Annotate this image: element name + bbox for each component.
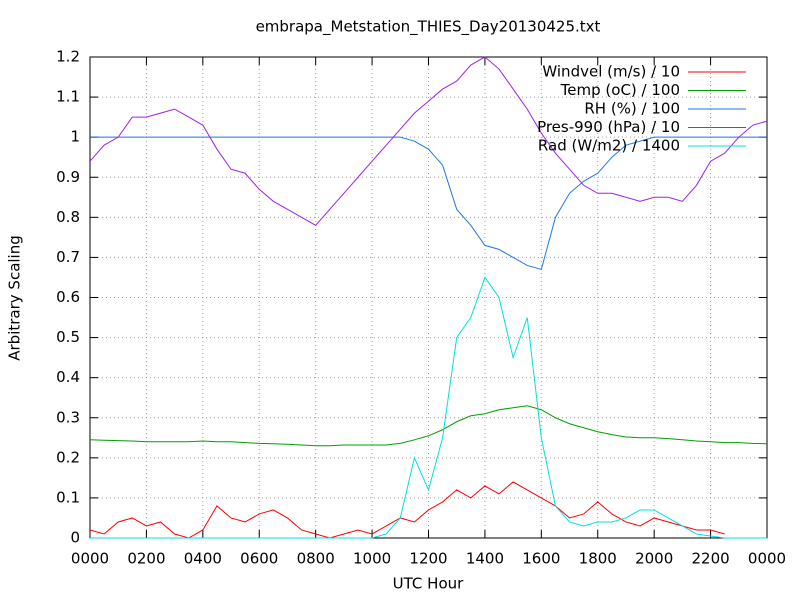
x-tick-label: 1400 (466, 550, 504, 568)
y-tick-label: 0.5 (56, 328, 80, 346)
y-tick-label: 0 (70, 529, 80, 547)
y-tick-label: 0.9 (56, 168, 80, 186)
y-tick-label: 1.1 (56, 88, 80, 106)
x-tick-label: 2000 (635, 550, 673, 568)
x-tick-label: 2200 (691, 550, 729, 568)
y-tick-label: 1 (70, 128, 80, 146)
series-line (89, 56, 768, 226)
x-tick-label: 0400 (184, 550, 222, 568)
x-tick-label: 1200 (409, 550, 447, 568)
x-tick-label: 0000 (748, 550, 786, 568)
x-tick-label: 0000 (71, 550, 109, 568)
y-tick-label: 0.2 (56, 448, 80, 466)
y-tick-label: 0.1 (56, 488, 80, 506)
legend-label: Rad (W/m2) / 1400 (538, 137, 680, 155)
series-line (90, 136, 767, 271)
y-axis-label: Arbitrary Scaling (6, 235, 24, 361)
x-tick-label: 0800 (297, 550, 335, 568)
series-line (89, 481, 725, 539)
y-tick-label: 1.2 (56, 48, 80, 66)
x-tick-label: 1600 (522, 550, 560, 568)
y-tick-label: 0.6 (56, 288, 80, 306)
plot-frame (89, 56, 768, 539)
y-tick-label: 0.3 (56, 408, 80, 426)
x-axis-label: UTC Hour (393, 575, 464, 593)
x-tick-label: 0600 (240, 550, 278, 568)
legend-label: RH (%) / 100 (584, 100, 680, 118)
legend-label: Pres-990 (hPa) / 10 (537, 118, 680, 136)
legend-label: Temp (oC) / 100 (560, 81, 680, 99)
legend-label: Windvel (m/s) / 10 (542, 63, 680, 81)
y-tick-label: 0.8 (56, 208, 80, 226)
x-tick-label: 0200 (127, 550, 165, 568)
x-tick-label: 1800 (579, 550, 617, 568)
series-line (89, 405, 768, 447)
x-tick-label: 1000 (353, 550, 391, 568)
y-tick-label: 0.7 (56, 248, 80, 266)
y-tick-label: 0.4 (56, 368, 80, 386)
chart-title: embrapa_Metstation_THIES_Day20130425.txt (256, 18, 601, 37)
series-line (90, 276, 767, 539)
